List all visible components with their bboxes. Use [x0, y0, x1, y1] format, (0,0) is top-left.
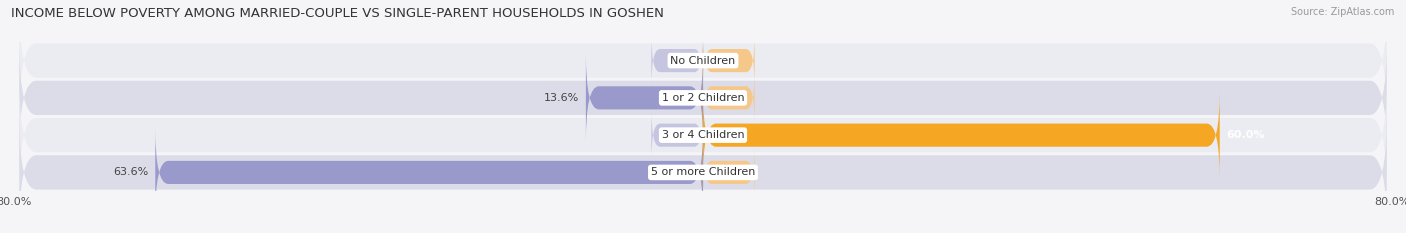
Text: 0.0%: 0.0%: [710, 93, 738, 103]
FancyBboxPatch shape: [155, 128, 703, 217]
Text: 0.0%: 0.0%: [710, 56, 738, 65]
Text: 0.0%: 0.0%: [710, 168, 738, 177]
Text: 1 or 2 Children: 1 or 2 Children: [662, 93, 744, 103]
Text: No Children: No Children: [671, 56, 735, 65]
Text: 3 or 4 Children: 3 or 4 Children: [662, 130, 744, 140]
Text: INCOME BELOW POVERTY AMONG MARRIED-COUPLE VS SINGLE-PARENT HOUSEHOLDS IN GOSHEN: INCOME BELOW POVERTY AMONG MARRIED-COUPL…: [11, 7, 664, 20]
FancyBboxPatch shape: [20, 78, 1386, 192]
FancyBboxPatch shape: [703, 147, 755, 198]
FancyBboxPatch shape: [586, 54, 703, 142]
Text: 5 or more Children: 5 or more Children: [651, 168, 755, 177]
Text: 60.0%: 60.0%: [1226, 130, 1265, 140]
FancyBboxPatch shape: [703, 35, 755, 86]
Text: 0.0%: 0.0%: [668, 56, 696, 65]
Text: 13.6%: 13.6%: [544, 93, 579, 103]
Text: 63.6%: 63.6%: [112, 168, 149, 177]
FancyBboxPatch shape: [20, 41, 1386, 155]
FancyBboxPatch shape: [651, 35, 703, 86]
Text: Source: ZipAtlas.com: Source: ZipAtlas.com: [1291, 7, 1395, 17]
FancyBboxPatch shape: [703, 91, 1219, 179]
FancyBboxPatch shape: [20, 3, 1386, 118]
Text: 0.0%: 0.0%: [668, 130, 696, 140]
FancyBboxPatch shape: [651, 110, 703, 161]
FancyBboxPatch shape: [703, 72, 755, 123]
FancyBboxPatch shape: [20, 115, 1386, 230]
